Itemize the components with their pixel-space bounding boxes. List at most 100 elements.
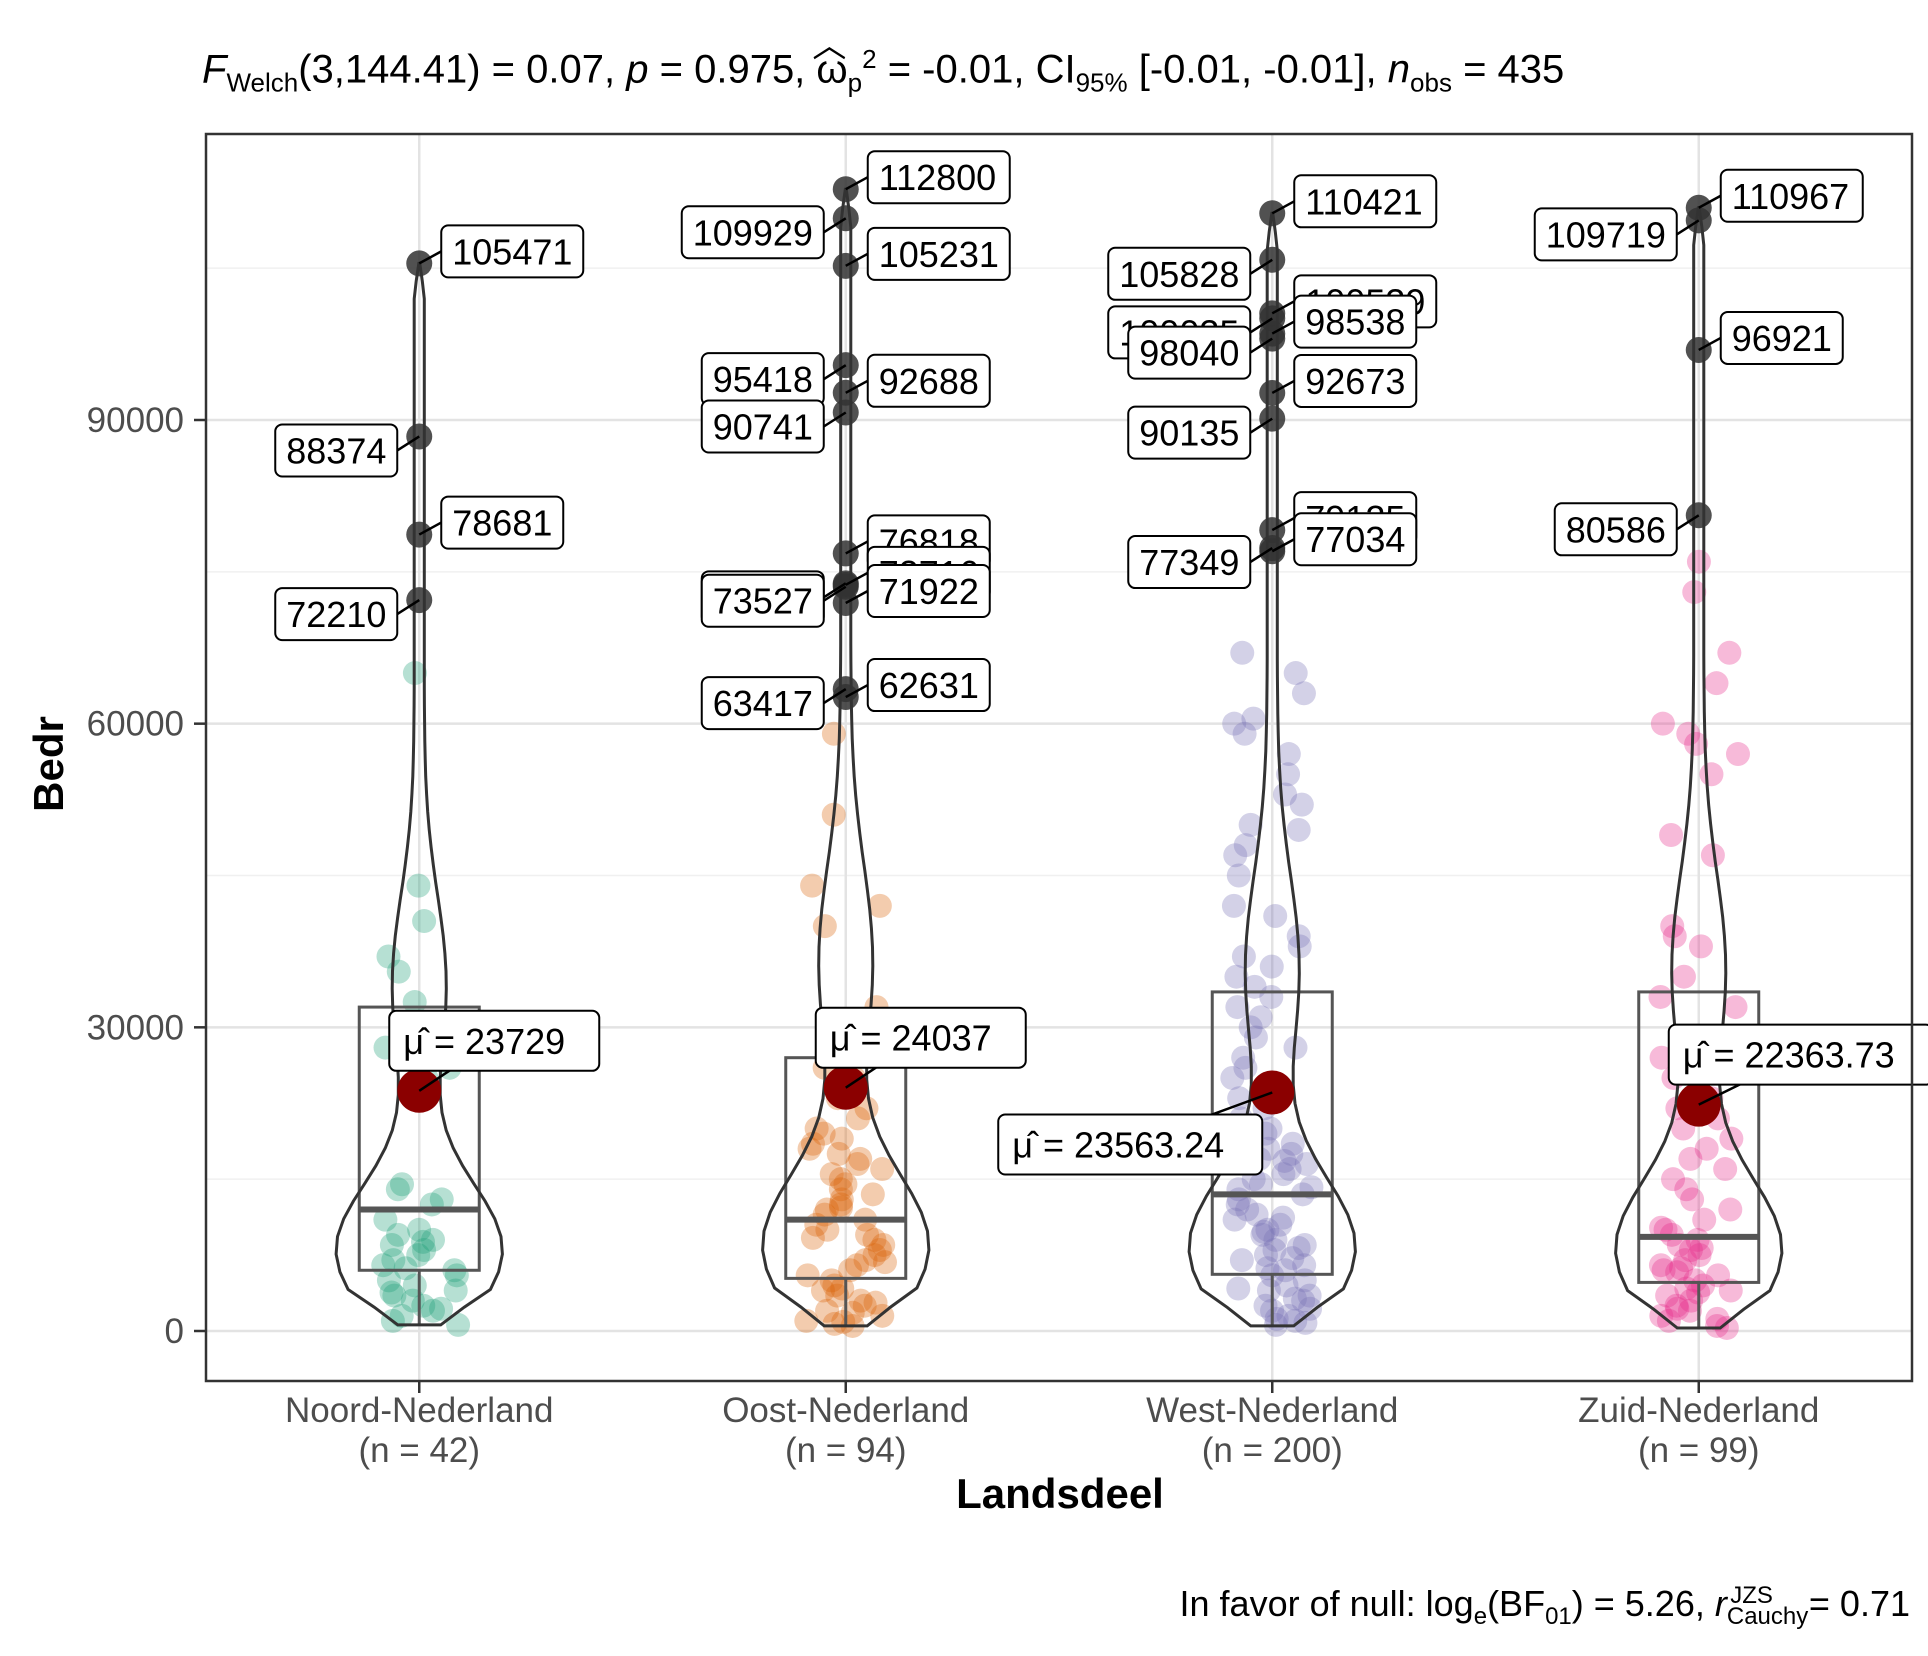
data-point <box>800 1225 825 1250</box>
data-point <box>1294 1151 1319 1176</box>
data-point <box>443 1278 468 1303</box>
data-point <box>1251 1219 1276 1244</box>
data-point <box>1679 1288 1704 1313</box>
data-point <box>1705 1313 1730 1338</box>
box <box>357 1005 481 1272</box>
outlier-label-box <box>1293 353 1418 408</box>
data-point <box>1291 1288 1316 1313</box>
outlier-label-box <box>1719 168 1864 223</box>
data-point <box>860 1182 885 1207</box>
data-point <box>815 1298 840 1323</box>
data-point <box>420 1298 445 1323</box>
data-point <box>828 1177 853 1202</box>
data-point <box>1249 1172 1274 1197</box>
data-point <box>1273 782 1298 807</box>
outlier-leader <box>823 585 847 602</box>
outlier-leader <box>845 379 869 394</box>
data-point <box>1271 1162 1296 1187</box>
data-point <box>804 1116 829 1141</box>
data-point <box>810 1278 835 1303</box>
data-point <box>1222 711 1247 736</box>
outlier-label-box <box>866 226 1011 281</box>
data-point <box>845 1151 870 1176</box>
outlier-label-box <box>1553 502 1678 557</box>
data-point <box>867 1238 892 1263</box>
data-point <box>1229 1248 1254 1273</box>
data-point <box>412 1238 437 1263</box>
outlier-leader <box>823 688 847 705</box>
outlier-label-box <box>680 205 825 260</box>
outlier-leader <box>823 364 847 381</box>
data-point <box>1723 995 1748 1020</box>
x-tick-label-n: (n = 200) <box>1202 1431 1343 1470</box>
data-point <box>1649 1045 1674 1070</box>
data-point <box>871 1232 896 1257</box>
data-point <box>390 1172 415 1197</box>
data-point <box>406 873 431 898</box>
f-symbol: F <box>202 47 227 92</box>
data-point <box>1235 1197 1260 1222</box>
outlier-label: 90741 <box>713 406 813 447</box>
stats-title: FWelch(3,144.41) = 0.07, p = 0.975, ︿ ωp2… <box>202 27 1564 98</box>
outlier-leader <box>1676 514 1700 531</box>
outlier-leader <box>823 217 847 234</box>
y-tick-label: 90000 <box>87 401 184 440</box>
outlier-label: 110967 <box>1732 176 1849 217</box>
data-point <box>795 1263 820 1288</box>
outlier-label-box <box>700 399 825 454</box>
data-point <box>1713 1157 1738 1182</box>
omega-value: = -0.01, CI <box>876 47 1076 92</box>
outlier-label: 92688 <box>879 361 979 402</box>
x-tick-label: Oost-Nederland <box>722 1391 969 1430</box>
ci-subscript: 95% <box>1075 67 1128 98</box>
mean-label-box <box>997 1113 1264 1176</box>
outlier-label-box <box>1293 512 1418 567</box>
data-point <box>381 1248 406 1273</box>
data-point <box>1276 1303 1301 1328</box>
outlier-leader <box>396 599 420 616</box>
data-point <box>411 1293 436 1318</box>
data-point <box>1273 1258 1298 1283</box>
data-point <box>406 1243 431 1268</box>
y-tick-label: 0 <box>165 1312 184 1351</box>
data-point <box>838 1258 863 1283</box>
x-tick-label: West-Nederland <box>1146 1391 1398 1430</box>
data-point <box>1282 1286 1307 1311</box>
data-point <box>1725 742 1750 767</box>
y-tick-label: 60000 <box>87 705 184 744</box>
outlier-label: 63417 <box>713 683 813 724</box>
p-symbol: p <box>626 47 649 92</box>
data-point <box>800 873 825 898</box>
outlier-label-box <box>866 353 991 408</box>
data-point <box>1291 681 1316 706</box>
outlier-leader <box>1271 516 1295 532</box>
data-point <box>1259 954 1284 979</box>
data-point <box>1227 1086 1252 1111</box>
data-point <box>811 1121 836 1146</box>
data-point <box>1677 1298 1702 1323</box>
data-point <box>379 1232 404 1257</box>
data-point <box>1718 1197 1743 1222</box>
outlier-label: 92673 <box>1305 361 1405 402</box>
outlier-label: 95418 <box>713 359 813 400</box>
data-point <box>1224 964 1249 989</box>
plot-border <box>204 132 1914 1383</box>
data-point <box>814 1197 839 1222</box>
data-point <box>446 1312 471 1337</box>
data-point <box>419 1192 444 1217</box>
mean-label-box <box>388 1009 601 1072</box>
outlier-label-box <box>274 587 399 642</box>
data-point <box>1253 1243 1278 1268</box>
data-point <box>1660 914 1685 939</box>
outlier-leader <box>1249 417 1273 434</box>
outlier-label: 98040 <box>1139 333 1239 374</box>
data-point <box>1686 549 1711 574</box>
data-point <box>373 1207 398 1232</box>
data-point <box>1225 995 1250 1020</box>
data-point <box>1231 944 1256 969</box>
x-tick-label: Zuid-Nederland <box>1578 1391 1819 1430</box>
data-point <box>1258 1116 1283 1141</box>
outlier-label: 77034 <box>1305 519 1405 560</box>
data-point <box>1230 640 1255 665</box>
data-point <box>812 914 837 939</box>
